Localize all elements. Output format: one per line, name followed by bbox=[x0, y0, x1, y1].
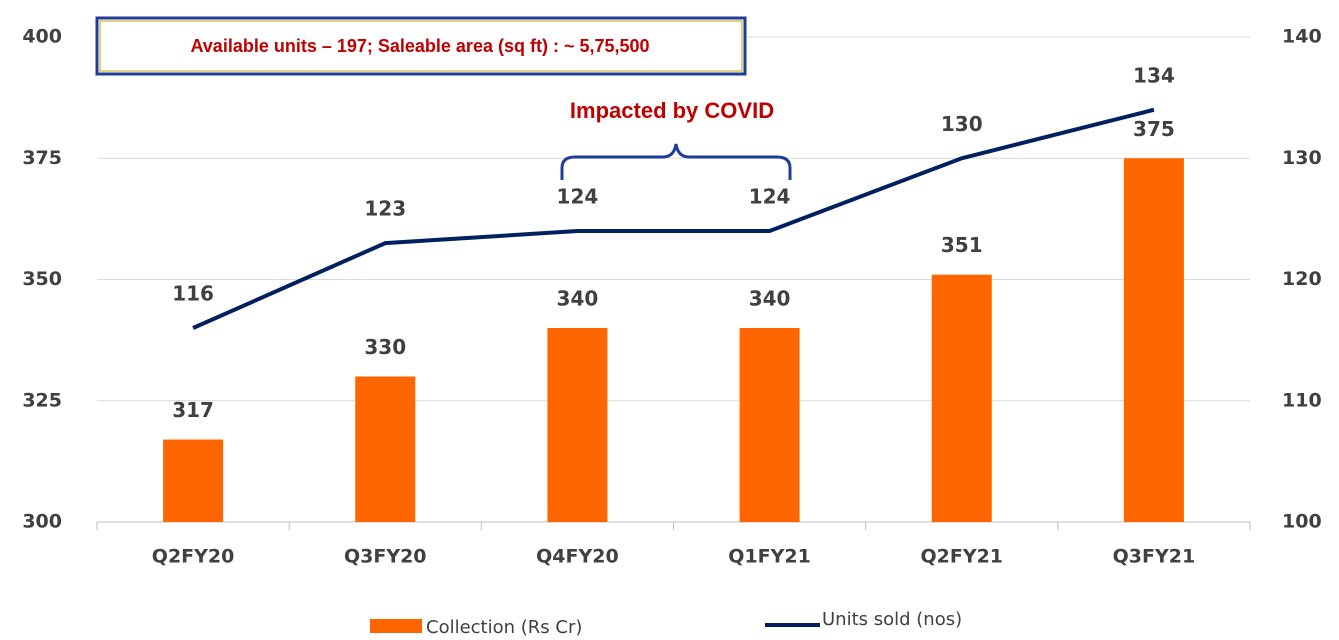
line bbox=[192, 107, 1155, 330]
data-label: 330 bbox=[364, 335, 406, 359]
x-tick-label: Q3FY20 bbox=[344, 546, 427, 568]
annotation: Available units – 197; Saleable area (sq… bbox=[190, 36, 649, 56]
legend-swatch bbox=[370, 619, 422, 633]
bar bbox=[355, 376, 416, 522]
x-tick-label: Q4FY20 bbox=[536, 546, 619, 568]
data-label: 134 bbox=[1133, 63, 1175, 87]
data-label: 340 bbox=[749, 287, 791, 311]
data-label: 124 bbox=[749, 185, 791, 209]
annotation: Impacted by COVID bbox=[570, 98, 774, 123]
bar bbox=[163, 439, 224, 522]
y2-tick-label: 120 bbox=[1282, 268, 1322, 290]
data-label: 124 bbox=[557, 185, 599, 209]
legend-label: Collection (Rs Cr) bbox=[426, 617, 582, 638]
data-label: 130 bbox=[941, 112, 983, 136]
bracket bbox=[560, 143, 792, 180]
y-tick-label: 300 bbox=[22, 511, 62, 533]
bar bbox=[739, 328, 800, 522]
x-tick-label: Q2FY21 bbox=[920, 546, 1003, 568]
data-label: 375 bbox=[1133, 117, 1175, 141]
y-tick-label: 350 bbox=[22, 268, 62, 290]
data-label: 123 bbox=[364, 197, 406, 221]
y-tick-label: 325 bbox=[22, 389, 62, 411]
y2-tick-label: 130 bbox=[1282, 147, 1322, 169]
bar bbox=[1123, 158, 1184, 522]
y2-tick-label: 110 bbox=[1282, 389, 1322, 411]
y2-tick-label: 140 bbox=[1282, 26, 1322, 48]
data-label: 317 bbox=[172, 398, 214, 422]
data-label: 116 bbox=[172, 282, 214, 306]
annotation-box bbox=[95, 16, 747, 76]
bar bbox=[547, 328, 608, 522]
y-tick-label: 400 bbox=[22, 26, 62, 48]
data-label: 340 bbox=[557, 287, 599, 311]
y-tick-label: 375 bbox=[22, 147, 62, 169]
y2-tick-label: 100 bbox=[1282, 511, 1322, 533]
x-tick-label: Q3FY21 bbox=[1113, 546, 1196, 568]
legend-label: Units sold (nos) bbox=[822, 609, 962, 630]
data-label: 351 bbox=[941, 233, 983, 257]
x-tick-label: Q2FY20 bbox=[152, 546, 235, 568]
bar bbox=[931, 274, 992, 522]
annotation-box-inner bbox=[99, 20, 743, 72]
x-tick-label: Q1FY21 bbox=[728, 546, 811, 568]
